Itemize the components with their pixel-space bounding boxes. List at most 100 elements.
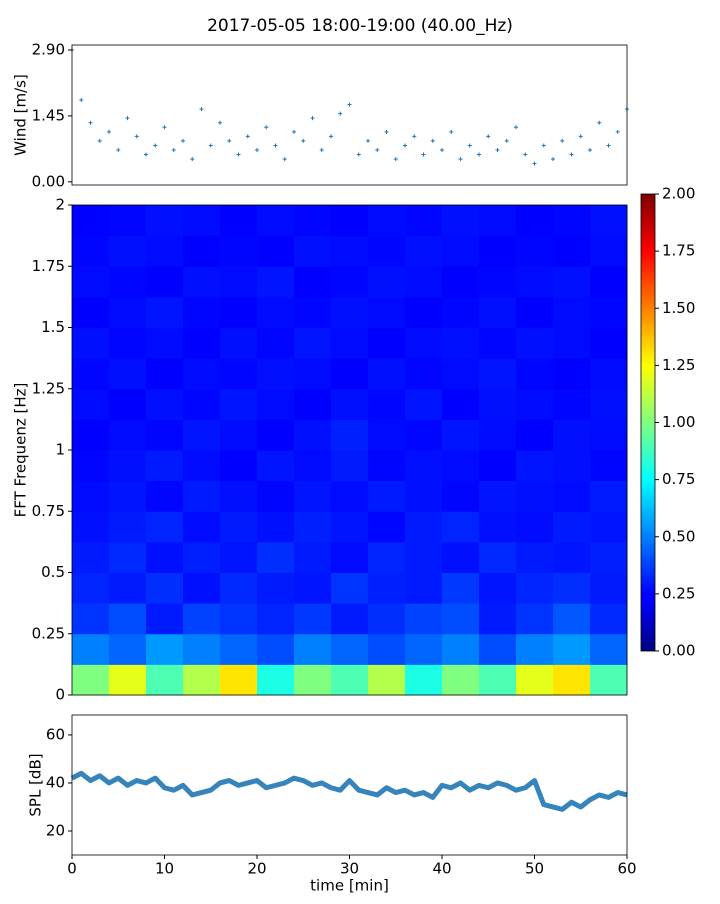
heatmap-cell	[146, 419, 184, 451]
heatmap-cell	[405, 205, 443, 237]
heatmap-cell	[590, 235, 628, 267]
heatmap-cell	[294, 266, 332, 298]
heatmap-cell	[442, 633, 480, 665]
heatmap-cell	[516, 327, 554, 359]
scatter-point	[449, 129, 454, 134]
heatmap-cell	[331, 633, 369, 665]
heatmap-cell	[72, 572, 110, 604]
y-tick-label: 20	[46, 821, 65, 839]
heatmap-cell	[146, 541, 184, 573]
heatmap-cell	[294, 450, 332, 482]
heatmap-cell	[331, 511, 369, 543]
x-tick-label: 20	[247, 860, 266, 878]
heatmap-cell	[442, 541, 480, 573]
heatmap-cell	[146, 235, 184, 267]
heatmap-cell	[479, 419, 517, 451]
colorbar	[640, 193, 656, 652]
heatmap-cell	[553, 388, 591, 420]
heatmap-cell	[516, 358, 554, 390]
heatmap-cell	[183, 664, 221, 696]
heatmap-cell	[146, 358, 184, 390]
heatmap-cell	[109, 358, 147, 390]
heatmap-cell	[405, 603, 443, 635]
scatter-point	[393, 157, 398, 162]
axes-frame	[71, 714, 628, 856]
heatmap-cell	[442, 664, 480, 696]
heatmap-cell	[553, 633, 591, 665]
y-tick-label: 0.00	[32, 172, 65, 190]
colorbar-tick-label: 0.50	[662, 527, 695, 545]
heatmap-cell	[109, 205, 147, 237]
heatmap-cell	[331, 296, 369, 328]
heatmap-cell	[479, 296, 517, 328]
scatter-point	[615, 129, 620, 134]
heatmap-cell	[368, 205, 406, 237]
colorbar-tick-label: 1.25	[662, 356, 695, 374]
heatmap-cell	[331, 388, 369, 420]
scatter-point	[588, 148, 592, 152]
heatmap-cell	[553, 450, 591, 482]
scatter-point	[144, 152, 148, 157]
scatter-point	[208, 143, 213, 148]
heatmap-cell	[590, 541, 628, 573]
x-tick-label: 30	[340, 860, 359, 878]
heatmap-cell	[479, 327, 517, 359]
heatmap-cell	[294, 358, 332, 390]
scatter-point	[597, 120, 602, 125]
y-tick-label: 2	[55, 196, 65, 214]
heatmap-cell	[146, 266, 184, 298]
scatter-point	[292, 129, 296, 134]
heatmap-cell	[553, 235, 591, 267]
heatmap-cell	[368, 266, 406, 298]
heatmap-cell	[405, 388, 443, 420]
heatmap-cell	[146, 450, 184, 482]
scatter-point	[347, 102, 352, 107]
heatmap-cell	[183, 296, 221, 328]
heatmap-cell	[405, 235, 443, 267]
scatter-point	[134, 134, 139, 139]
y-tick-label: 0.5	[41, 563, 65, 581]
heatmap-cell	[331, 450, 369, 482]
y-tick-label: 1.45	[32, 106, 65, 124]
heatmap-cell	[72, 358, 110, 390]
heatmap-cell	[368, 511, 406, 543]
heatmap-cell	[183, 511, 221, 543]
heatmap-cell	[590, 664, 628, 696]
colorbar-tick-label: 1.75	[662, 242, 695, 260]
colorbar-tick-label: 1.50	[662, 299, 695, 317]
scatter-point	[273, 143, 278, 148]
heatmap-cell	[146, 603, 184, 635]
heatmap-cell	[479, 603, 517, 635]
heatmap-cell	[553, 205, 591, 237]
heatmap-cell	[72, 296, 110, 328]
heatmap-cell	[72, 603, 110, 635]
heatmap-cell	[553, 541, 591, 573]
heatmap-cell	[294, 633, 332, 665]
scatter-point	[329, 134, 333, 139]
heatmap-cell	[590, 358, 628, 390]
heatmap-cell	[109, 480, 147, 512]
heatmap-cell	[331, 205, 369, 237]
heatmap-cell	[257, 541, 295, 573]
heatmap-cell	[590, 450, 628, 482]
heatmap-cell	[590, 480, 628, 512]
heatmap-cell	[220, 266, 258, 298]
heatmap-cell	[516, 450, 554, 482]
heatmap-cell	[72, 480, 110, 512]
heatmap-cell	[442, 450, 480, 482]
heatmap-cell	[331, 358, 369, 390]
scatter-point	[569, 152, 574, 157]
heatmap-cell	[405, 664, 443, 696]
heatmap-cell	[72, 205, 110, 237]
x-tick-label: 0	[67, 860, 77, 878]
heatmap-cell	[183, 419, 221, 451]
heatmap-cell	[442, 266, 480, 298]
heatmap-cell	[479, 572, 517, 604]
scatter-point	[282, 157, 287, 162]
scatter-point	[181, 138, 185, 143]
heatmap-cell	[331, 480, 369, 512]
heatmap-cell	[405, 358, 443, 390]
y-tick-label: 0	[55, 686, 65, 704]
scatter-point	[125, 116, 130, 121]
